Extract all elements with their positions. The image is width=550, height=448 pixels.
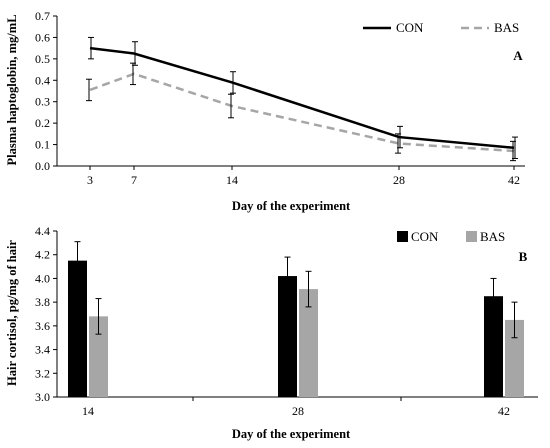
chart-b-bar-bas xyxy=(505,319,524,397)
chart-a-error-bar xyxy=(395,133,401,154)
chart-b-x-tick-label: 14 xyxy=(82,404,94,418)
chart-a-y-tick-label: 0.0 xyxy=(35,159,50,173)
chart-a-legend-item-con: CON xyxy=(363,20,424,35)
chart-b-error-bar xyxy=(511,301,518,339)
chart-a-x-tick-label: 42 xyxy=(508,173,520,187)
chart-b-error-bar xyxy=(95,298,102,335)
chart-b-bar-con xyxy=(484,296,503,397)
chart-a-y-axis-label: Plasma haptoglobin, mg/mL xyxy=(5,14,19,165)
chart-b-bar-bas xyxy=(299,289,318,397)
chart-a-legend-label: BAS xyxy=(494,20,519,35)
chart-b-y-tick-label: 3.8 xyxy=(35,295,50,309)
chart-a-x-tick-label: 14 xyxy=(226,173,238,187)
chart-b-panel-label: B xyxy=(519,249,528,264)
chart-a-y-tick-label: 0.7 xyxy=(35,9,50,23)
chart-b-y-tick-label: 3.6 xyxy=(35,319,50,333)
chart-a: 0.0 0.1 0.2 0.3 0.4 0.5 0.6 0.7 3 7 14 28 42 CON BAS… xyxy=(5,9,525,213)
chart-b-error-bar xyxy=(74,241,81,281)
chart-b-legend-item-bas: BAS xyxy=(466,229,505,244)
chart-b-legend-label: CON xyxy=(411,229,439,244)
chart-b-legend-item-con: CON xyxy=(397,229,439,244)
chart-b-y-tick-label: 3.2 xyxy=(35,366,50,380)
chart-b-error-bar xyxy=(490,277,497,315)
chart-a-series-line-con xyxy=(89,46,515,150)
chart-a-legend-label: CON xyxy=(396,20,424,35)
chart-a-series-bas xyxy=(86,62,516,162)
chart-b-x-tick-label: 28 xyxy=(292,404,304,418)
chart-a-error-bar xyxy=(228,93,234,119)
chart-a-error-bar xyxy=(510,140,516,162)
chart-b-y-tick-label: 4.0 xyxy=(35,271,50,285)
chart-b-error-bar xyxy=(305,270,312,308)
chart-a-legend-item-bas: BAS xyxy=(461,20,519,35)
chart-b-y-tick-label: 4.2 xyxy=(35,248,50,262)
chart-b-bar-con xyxy=(278,276,297,397)
chart-b-y-tick-label: 3.0 xyxy=(35,390,50,404)
chart-b-error-bar xyxy=(284,256,291,296)
chart-a-series-line-bas xyxy=(89,72,515,153)
chart-b-legend-swatch xyxy=(466,231,477,242)
chart-a-y-tick-label: 0.1 xyxy=(35,138,50,152)
chart-b-x-axis-label: Day of the experiment xyxy=(232,427,351,441)
chart-b-y-tick-label: 4.4 xyxy=(35,224,50,238)
chart-b-legend-label: BAS xyxy=(480,229,505,244)
chart-a-x-tick-label: 7 xyxy=(131,173,137,187)
chart-b-x-tick-label: 42 xyxy=(498,404,510,418)
chart-b-legend-swatch xyxy=(397,231,408,242)
chart-a-error-bar xyxy=(230,71,236,94)
chart-a-y-tick-label: 0.2 xyxy=(35,116,50,130)
chart-b-bar-bas xyxy=(89,316,108,397)
chart-b-y-axis-label: Hair cortisol, pg/mg of hair xyxy=(5,240,19,386)
chart-a-panel-label: A xyxy=(513,48,523,63)
chart-a-error-bar xyxy=(88,36,94,60)
chart-a-x-tick-label: 28 xyxy=(393,173,405,187)
chart-a-y-tick-label: 0.6 xyxy=(35,30,50,44)
chart-a-x-axis-label: Day of the experiment xyxy=(232,199,351,213)
chart-a-y-tick-label: 0.4 xyxy=(35,73,50,87)
chart-a-series-con xyxy=(88,36,518,159)
chart-a-y-tick-label: 0.3 xyxy=(35,95,50,109)
chart-b-y-tick-label: 3.4 xyxy=(35,343,50,357)
chart-b: 3.0 3.2 3.4 3.6 3.8 4.0 4.2 4.4 14 28 42 CON BAS D… xyxy=(5,224,538,441)
chart-a-x-tick-label: 3 xyxy=(87,173,93,187)
chart-b-bar-con xyxy=(68,260,87,397)
chart-a-y-tick-label: 0.5 xyxy=(35,52,50,66)
chart-a-error-bar xyxy=(130,62,136,86)
chart-a-error-bar xyxy=(86,78,92,102)
